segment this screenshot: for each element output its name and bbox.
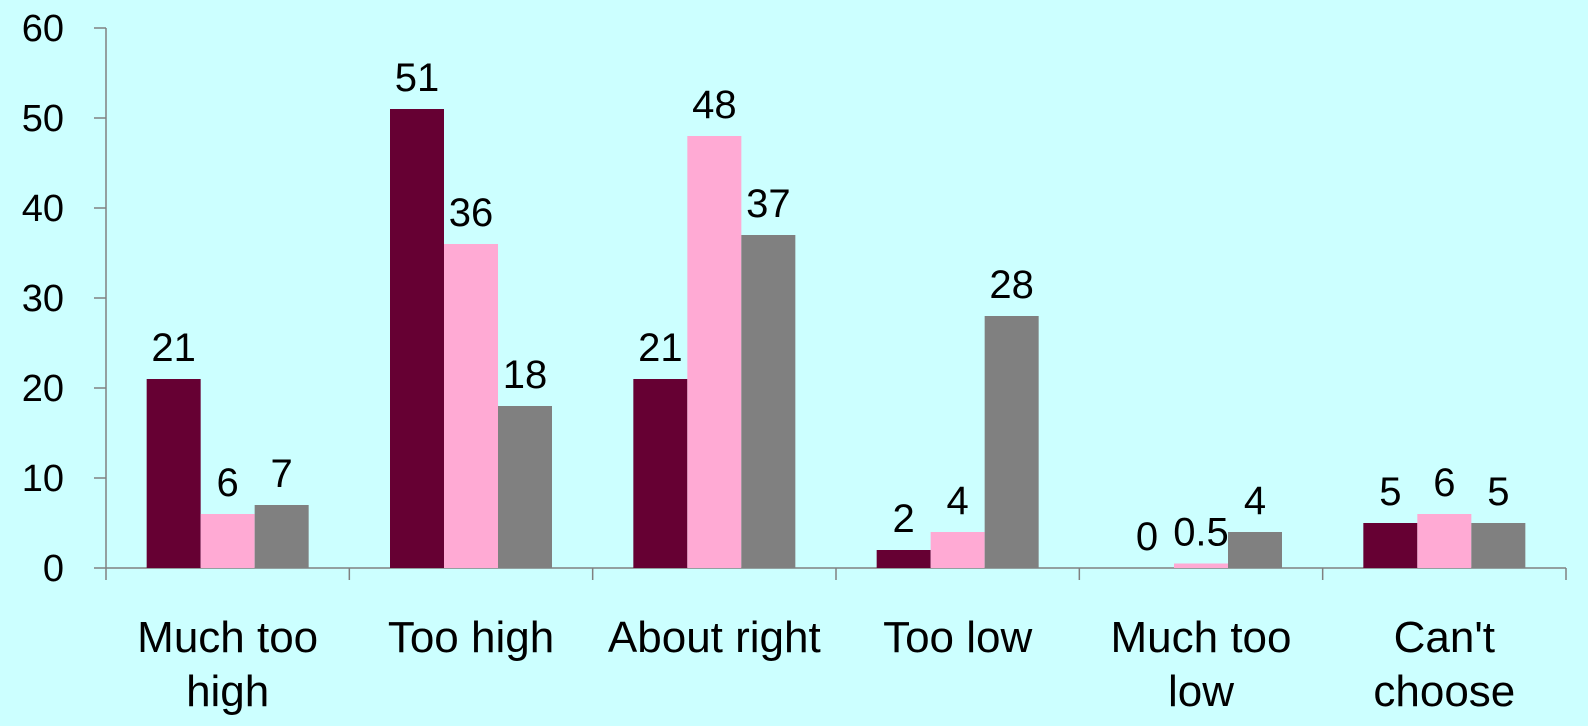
data-label: 28: [989, 263, 1034, 307]
category-label: Can't: [1394, 613, 1495, 662]
data-label: 21: [638, 326, 683, 370]
bar-series-3-cat-2: [498, 406, 552, 568]
bar-series-3-cat-6: [1471, 523, 1526, 568]
category-label: high: [186, 667, 269, 716]
data-label: 36: [449, 191, 494, 235]
bar-series-3-cat-3: [741, 235, 796, 568]
bar-series-2-cat-1: [200, 514, 255, 568]
bar-series-3-cat-5: [1228, 532, 1282, 568]
data-label: 5: [1487, 470, 1509, 514]
data-label: 48: [692, 83, 737, 127]
data-label: 5: [1379, 470, 1401, 514]
bars: [146, 109, 1526, 568]
bar-series-3-cat-1: [254, 505, 309, 568]
data-label: 21: [151, 326, 196, 370]
data-label: 37: [746, 182, 791, 226]
bar-series-2-cat-3: [687, 136, 742, 568]
category-labels: Much too high Too high About right Too low Mu…: [137, 613, 1515, 716]
y-tick-label: 10: [22, 458, 64, 500]
bar-series-1-cat-4: [876, 550, 931, 568]
bar-series-1-cat-3: [633, 379, 688, 568]
data-label: 4: [947, 479, 969, 523]
data-label: 4: [1244, 479, 1266, 523]
category-label: Much too: [1111, 613, 1292, 662]
category-label: About right: [608, 613, 821, 662]
category-label: Too high: [388, 613, 554, 662]
y-tick-label: 40: [22, 188, 64, 230]
bar-series-1-cat-2: [390, 109, 444, 568]
category-label: Too low: [883, 613, 1032, 662]
category-label: Much too: [137, 613, 318, 662]
y-tick-label: 60: [22, 8, 64, 50]
y-tick-label: 20: [22, 368, 64, 410]
data-label: 6: [217, 461, 239, 505]
category-label: choose: [1373, 667, 1515, 716]
y-tick-label: 30: [22, 278, 64, 320]
bar-series-1-cat-6: [1363, 523, 1418, 568]
bar-series-3-cat-4: [984, 316, 1039, 568]
category-label: low: [1168, 667, 1234, 716]
bar-series-2-cat-6: [1417, 514, 1472, 568]
bar-series-2-cat-5: [1174, 563, 1228, 568]
bar-series-2-cat-2: [444, 244, 498, 568]
data-label: 2: [893, 497, 915, 541]
data-label: 6: [1433, 461, 1455, 505]
data-label: 51: [395, 56, 440, 100]
bar-series-2-cat-4: [930, 532, 985, 568]
data-label: 18: [503, 353, 548, 397]
data-label: 0: [1136, 515, 1158, 559]
y-tick-label: 0: [43, 548, 64, 590]
x-axis: [105, 567, 1567, 580]
data-label: 0.5: [1173, 511, 1229, 555]
y-axis: 0 10 20 30 40 50 60: [22, 8, 107, 590]
data-label: 7: [271, 452, 293, 496]
bar-series-1-cat-1: [146, 379, 201, 568]
y-tick-label: 50: [22, 98, 64, 140]
